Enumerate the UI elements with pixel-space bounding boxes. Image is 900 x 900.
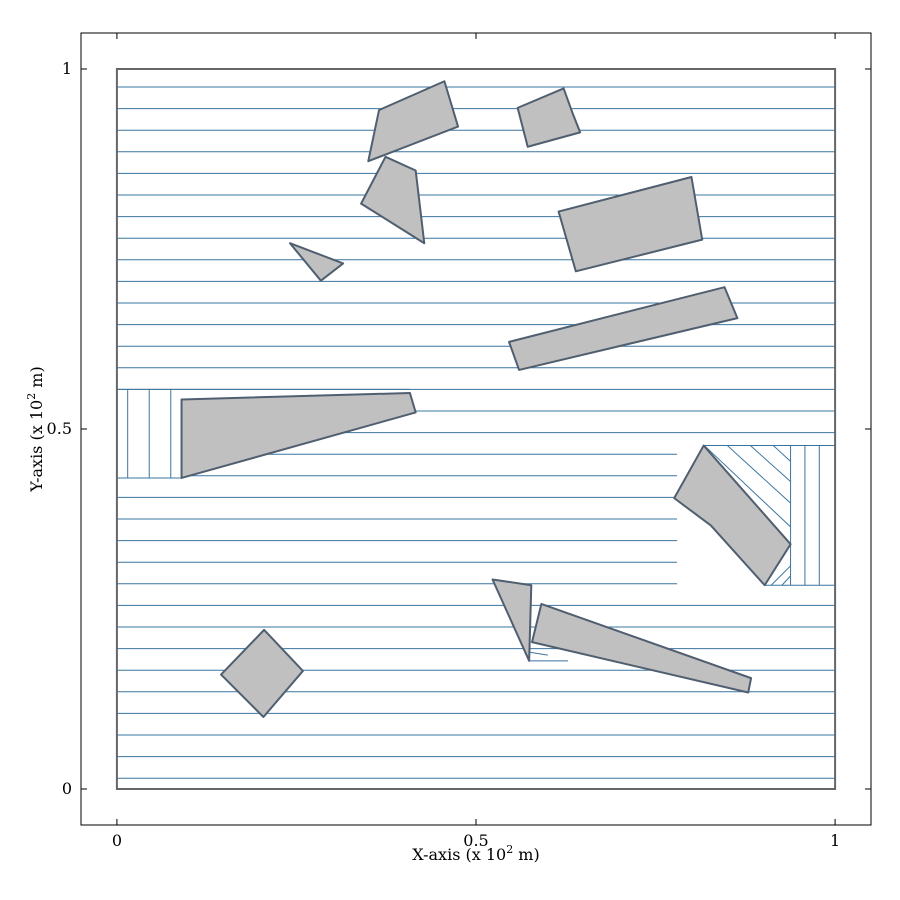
y-tick-label-2: 1 — [62, 59, 72, 78]
obstacle-small-triangle — [288, 242, 345, 282]
ticks: 0 0.5 1 0 0.5 1 — [47, 33, 871, 850]
obstacle-diamond — [220, 628, 304, 718]
sweep-line-dr-1 — [727, 445, 791, 504]
x-axis-title: X-axis (x 102 m) — [412, 843, 539, 864]
obstacle-triangle-upper — [360, 155, 426, 245]
sweep-line-dr-3 — [772, 445, 791, 462]
sweep-line-dr-4 — [770, 565, 791, 586]
obstacle-right-quad — [673, 444, 792, 587]
obstacle-long-bar — [508, 286, 739, 371]
y-tick-label-1: 0.5 — [47, 419, 72, 438]
sweep-line-dr-0 — [704, 445, 791, 528]
obstacle-bottom-triangle — [491, 578, 533, 662]
obstacle-wedge-left — [180, 392, 417, 479]
obstacle-top-left-quad — [367, 80, 460, 163]
y-axis-title: Y-axis (x 102 m) — [25, 366, 46, 492]
x-tick-label-2: 1 — [830, 831, 840, 850]
x-tick-label-1: 0.5 — [463, 831, 488, 850]
y-tick-label-0: 0 — [62, 779, 72, 798]
sweep-line-dr-5 — [781, 575, 791, 586]
obstacle-bottom-long-wedge — [531, 602, 753, 694]
sweep-line-db-1 — [529, 651, 548, 656]
obstacle-rectangle-upper-right — [557, 176, 704, 273]
obstacles — [180, 80, 792, 718]
x-tick-label-0: 0 — [112, 831, 122, 850]
domain-boundary — [115, 68, 837, 790]
sweep-line-dr-2 — [750, 445, 791, 482]
obstacle-top-right-small — [516, 87, 582, 148]
